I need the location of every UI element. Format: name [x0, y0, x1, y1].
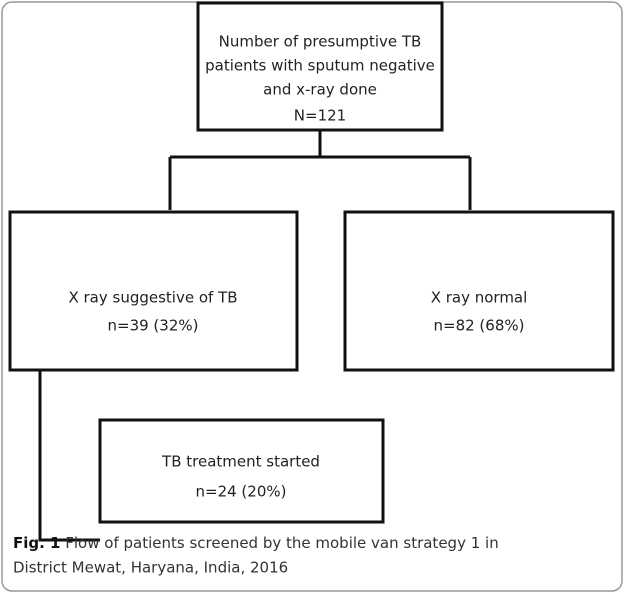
- node-count: n=39 (32%): [108, 317, 199, 335]
- node-box: [8, 210, 299, 372]
- node-text: X ray suggestive of TB: [68, 289, 237, 307]
- node-text: X ray normal: [431, 289, 528, 307]
- node-count: n=24 (20%): [196, 483, 287, 501]
- node-text: and x-ray done: [263, 81, 377, 99]
- caption-text: Flow of patients screened by the mobile …: [65, 534, 498, 552]
- connectors: [38, 130, 472, 542]
- node-text: Number of presumptive TB: [219, 33, 422, 51]
- node-box: [98, 418, 385, 524]
- node-count: N=121: [294, 107, 346, 125]
- node-count: n=82 (68%): [434, 317, 525, 335]
- node-text: patients with sputum negative: [205, 57, 435, 75]
- caption-line: District Mewat, Haryana, India, 2016: [13, 559, 288, 577]
- node-box: [343, 210, 615, 372]
- caption-line: Fig. 1 Flow of patients screened by the …: [13, 534, 499, 552]
- node-box: [196, 1, 444, 132]
- node-text: TB treatment started: [161, 453, 320, 471]
- caption-label: Fig. 1: [13, 534, 60, 552]
